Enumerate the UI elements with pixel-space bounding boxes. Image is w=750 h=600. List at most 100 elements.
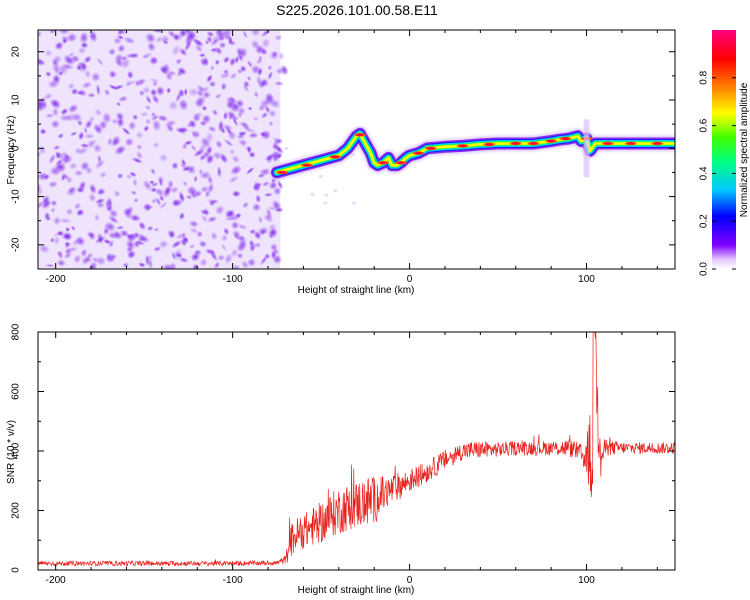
noise-blob: [206, 215, 218, 223]
noise-blob: [247, 106, 253, 111]
noise-blob: [38, 185, 44, 197]
noise-blob: [255, 194, 262, 204]
noise-blob: [150, 181, 160, 188]
noise-blob: [232, 115, 240, 121]
noise-blob: [56, 63, 69, 76]
noise-blob: [113, 144, 127, 156]
noise-blob: [96, 187, 106, 196]
noise-blob: [198, 239, 208, 248]
noise-blob: [242, 83, 250, 93]
noise-blob: [107, 215, 120, 225]
noise-blob: [121, 126, 132, 136]
noise-blob: [227, 175, 240, 184]
y-tick-label: 800: [11, 323, 22, 340]
noise-blob: [209, 47, 218, 53]
noise-blob: [64, 226, 71, 233]
noise-blob: [239, 65, 247, 73]
spectrogram-frame: [37, 29, 676, 270]
noise-blob: [196, 230, 204, 238]
noise-blob: [151, 118, 162, 133]
noise-blob: [167, 99, 179, 112]
noise-blob: [87, 192, 97, 203]
noise-blob: [229, 164, 243, 176]
noise-blob: [148, 55, 159, 66]
noise-blob: [153, 227, 160, 233]
noise-blob: [266, 228, 277, 238]
noise-blob: [220, 243, 228, 252]
noise-blob: [216, 165, 223, 179]
noise-blob: [250, 30, 261, 38]
noise-blob: [150, 197, 157, 205]
noise-blob: [178, 98, 189, 112]
noise-blob: [214, 204, 225, 216]
colorbar-label: Normalized spectral amplitude: [739, 82, 750, 217]
noise-blob: [48, 165, 62, 177]
noise-blob: [217, 35, 226, 42]
noise-blob: [162, 39, 170, 45]
ridge-peak: [529, 142, 537, 145]
noise-blob: [146, 41, 156, 53]
noise-blob: [53, 41, 65, 51]
noise-blob: [246, 75, 252, 82]
noise-blob: [84, 166, 94, 175]
noise-blob: [275, 67, 284, 75]
noise-blob: [189, 243, 195, 250]
noise-blob: [98, 119, 108, 131]
noise-blob: [183, 139, 194, 146]
noise-blob: [130, 190, 138, 196]
noise-blob: [186, 122, 192, 128]
noise-blob: [199, 57, 210, 67]
noise-blob: [210, 231, 219, 241]
ridge-peak: [485, 143, 493, 146]
figure-title: S225.2026.101.00.58.E11: [276, 2, 438, 18]
noise-blob: [231, 154, 241, 164]
noise-blob: [156, 114, 169, 123]
noise-blob: [115, 111, 125, 121]
noise-blob: [49, 206, 57, 214]
noise-blob: [263, 192, 274, 198]
noise-blob: [142, 202, 152, 211]
noise-blob: [227, 35, 233, 46]
noise-blob: [116, 34, 125, 40]
noise-blob: [253, 230, 262, 240]
noise-blob: [208, 80, 217, 88]
noise-blob: [219, 152, 229, 165]
x-tick-label: -100: [223, 575, 243, 586]
noise-blob: [95, 83, 101, 97]
noise-blob: [229, 148, 236, 155]
noise-blob: [259, 47, 268, 56]
noise-blob: [252, 116, 260, 122]
noise-blob: [221, 123, 234, 131]
noise-blob: [124, 79, 132, 88]
noise-blob: [137, 261, 147, 268]
snr-ylabel: SNR (10 * v/v): [6, 420, 17, 484]
noise-blob: [78, 30, 89, 45]
noise-blob: [255, 57, 264, 65]
noise-blob: [144, 104, 152, 111]
noise-blob: [138, 89, 146, 97]
ridge-peak: [303, 163, 311, 167]
noise-blob: [333, 189, 338, 193]
ridge-peak: [653, 142, 661, 145]
noise-blob: [164, 119, 177, 128]
noise-blob: [199, 208, 211, 216]
noise-blob: [158, 239, 169, 250]
noise-blob: [188, 164, 195, 173]
noise-blob: [93, 213, 101, 222]
noise-blob: [215, 139, 223, 149]
noise-blob: [175, 127, 190, 134]
noise-blob: [258, 77, 269, 89]
noise-blob: [231, 263, 241, 269]
noise-blob: [94, 107, 103, 117]
noise-blob: [151, 94, 160, 105]
ridge-peak: [414, 151, 422, 155]
noise-blob: [150, 167, 157, 176]
noise-blob: [248, 151, 256, 159]
noise-blob: [106, 251, 111, 262]
noise-blob: [133, 197, 139, 204]
y-tick-label: 0: [11, 567, 22, 573]
noise-blob: [267, 70, 274, 81]
noise-blob: [80, 81, 93, 89]
noise-blob: [131, 113, 139, 121]
